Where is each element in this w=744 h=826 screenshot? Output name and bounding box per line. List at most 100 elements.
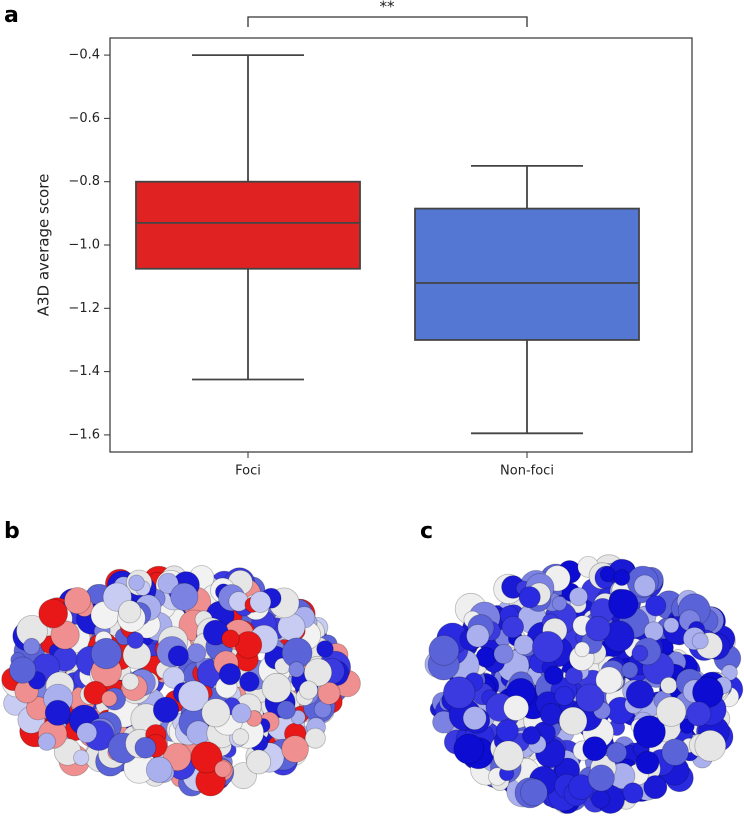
surface-atom [281, 735, 309, 763]
surface-atom [304, 727, 326, 749]
panel-label: b [4, 519, 20, 544]
surface-atom [64, 587, 92, 615]
surface-atom [635, 750, 660, 775]
surface-atom [157, 572, 179, 595]
surface-atom [453, 733, 485, 765]
box [414, 207, 640, 341]
surface-atom [595, 666, 623, 694]
surface-atom [645, 595, 667, 617]
surface-atom [428, 635, 460, 666]
surface-atom [539, 702, 563, 726]
surface-atom [575, 683, 605, 713]
surface-atom [691, 632, 709, 650]
panel-label: a [4, 3, 19, 28]
surface-atom [303, 658, 333, 687]
surface-atom [606, 742, 628, 763]
surface-atom [544, 665, 564, 686]
surface-atom [44, 699, 71, 726]
surface-atom [37, 732, 56, 751]
surface-atom [152, 696, 180, 723]
surface-atom [660, 676, 678, 695]
surface-atom [462, 706, 487, 731]
surface-atom [145, 756, 173, 783]
surface-atom [126, 631, 145, 649]
surface-atom [317, 681, 341, 705]
surface-atom [493, 643, 514, 665]
y-tick-label: −1.6 [68, 427, 100, 442]
surface-atom [582, 736, 608, 762]
x-tick-label: Foci [235, 464, 261, 479]
surface-atom [186, 643, 207, 663]
surface-atom [190, 741, 223, 774]
y-tick-label: −0.8 [68, 174, 100, 189]
y-axis-label: A3D average score [35, 174, 53, 317]
surface-atom [118, 600, 142, 624]
surface-atom [633, 574, 656, 597]
surface-atom [261, 672, 292, 703]
surface-atom [520, 778, 548, 807]
surface-atom [503, 695, 529, 721]
surface-atom [101, 690, 118, 707]
surface-atom [631, 644, 649, 662]
surface-atom [585, 615, 611, 642]
surface-atom [613, 569, 631, 586]
surface-atom [643, 775, 668, 800]
surface-atom [501, 615, 525, 639]
surface-atom [443, 676, 476, 709]
surface-atom [621, 661, 639, 679]
y-tick-label: −0.6 [68, 111, 100, 126]
surface-atom [167, 645, 189, 667]
x-tick-label: Non-foci [500, 464, 554, 479]
surface-atom [249, 591, 272, 613]
surface-atom [90, 637, 123, 670]
surface-atom [569, 587, 589, 607]
surface-atom [599, 566, 616, 583]
surface-atom [221, 629, 240, 648]
surface-atom [246, 749, 272, 775]
surface-atom [218, 662, 242, 686]
surface-atom [214, 760, 232, 778]
surface-atom [513, 634, 535, 656]
surface-atom [622, 782, 644, 804]
surface-atom [686, 701, 712, 727]
surface-atom [316, 640, 334, 658]
surface-atom [298, 680, 319, 700]
surface-atom [591, 789, 611, 809]
surface-atom [656, 696, 687, 727]
y-tick-label: −0.4 [68, 48, 100, 63]
surface-atom [518, 586, 541, 609]
y-tick-label: −1.2 [68, 301, 100, 316]
surface-atom [574, 641, 590, 658]
surface-atom [9, 656, 37, 684]
significance-annotation: ** [380, 0, 396, 16]
surface-atom [128, 574, 145, 592]
surface-atom [23, 637, 41, 656]
surface-atom [231, 728, 250, 746]
surface-atom [276, 700, 296, 720]
surface-atom [532, 631, 564, 663]
surface-atom [239, 671, 260, 692]
y-tick-label: −1.0 [68, 238, 100, 253]
surface-atom [201, 698, 231, 728]
surface-atom [495, 719, 519, 743]
surface-atom [522, 726, 541, 745]
protein-renders [1, 554, 744, 814]
surface-atom [694, 729, 727, 762]
surface-atom [466, 624, 490, 648]
surface-atom [554, 686, 575, 707]
surface-atom [587, 764, 615, 792]
surface-atom [76, 722, 98, 744]
surface-atom [177, 680, 210, 712]
y-tick-label: −1.4 [68, 364, 100, 379]
surface-atom [121, 672, 140, 691]
surface-atom [661, 738, 689, 766]
surface-atom [551, 595, 568, 612]
surface-atom [170, 582, 199, 611]
significance-bracket [247, 16, 528, 27]
surface-atom [633, 715, 666, 749]
surface-atom [558, 706, 588, 736]
surface-atom [38, 598, 69, 629]
surface-atom [608, 588, 639, 620]
surface-atom [134, 736, 157, 759]
